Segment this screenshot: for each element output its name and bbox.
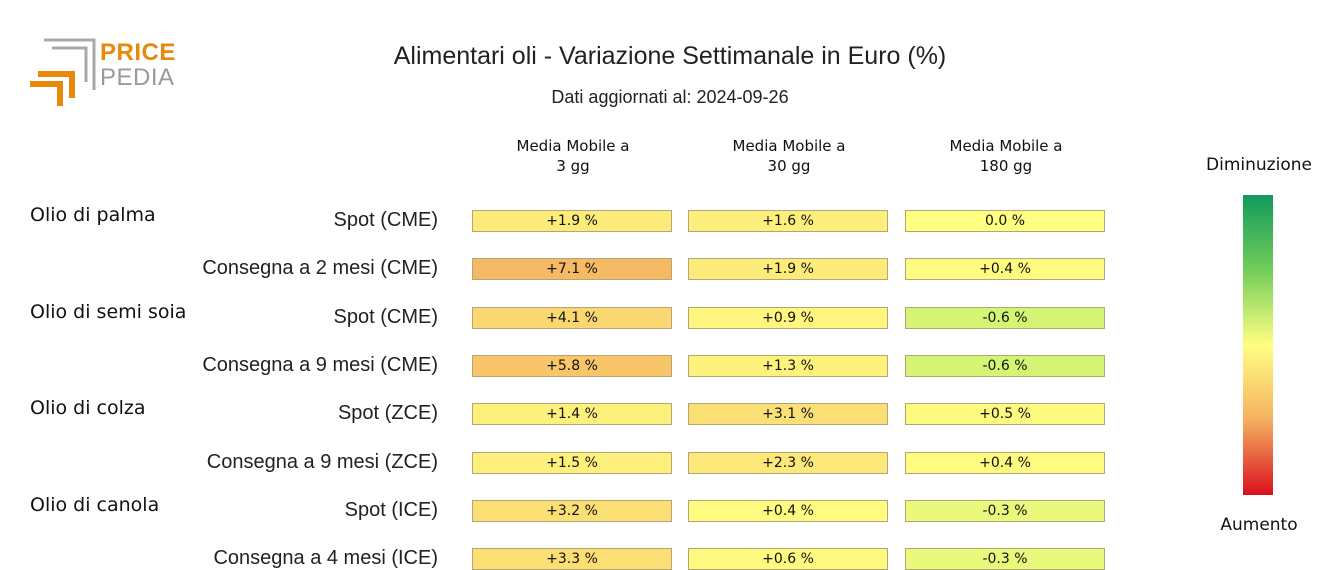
heatmap-cell: -0.3 % <box>905 499 1105 522</box>
heatmap-cell: +0.4 % <box>688 499 888 522</box>
heatmap-cell: +1.4 % <box>472 403 672 426</box>
logo-mark-icon <box>30 38 96 106</box>
legend-bottom-label: Aumento <box>1220 515 1298 535</box>
heatmap-cell: +3.1 % <box>688 403 888 426</box>
group-label: Olio di canola <box>30 493 160 516</box>
group-label: Olio di semi soia <box>30 300 187 323</box>
group-label: Olio di colza <box>30 397 146 420</box>
heatmap-cell: +1.5 % <box>472 451 672 474</box>
chart-subtitle: Dati aggiornati al: 2024-09-26 <box>551 87 789 107</box>
column-header: Media Mobile a 30 gg <box>732 137 846 175</box>
heatmap-cell: -0.6 % <box>905 354 1105 377</box>
heatmap-cell: +1.3 % <box>688 354 888 377</box>
heatmap-cell: +2.3 % <box>688 451 888 474</box>
row-label: Consegna a 9 mesi (ZCE) <box>206 450 438 473</box>
row-label: Spot (CME) <box>333 209 438 231</box>
heatmap-cell: +0.9 % <box>688 306 888 329</box>
row-label: Spot (ICE) <box>344 498 438 521</box>
heatmap-cell: +1.9 % <box>688 258 888 281</box>
heatmap-cell: +0.5 % <box>905 403 1105 426</box>
heatmap-cell: +0.4 % <box>905 258 1105 281</box>
row-label: Consegna a 4 mesi (ICE) <box>213 547 438 570</box>
column-header: Media Mobile a 180 gg <box>949 137 1063 175</box>
row-label: Spot (CME) <box>333 305 438 328</box>
heatmap-cell: +0.4 % <box>905 451 1105 474</box>
heatmap-cell: +7.1 % <box>472 258 672 281</box>
heatmap-cell: +3.2 % <box>472 499 672 522</box>
column-header: Media Mobile a 3 gg <box>516 137 630 175</box>
pricepedia-logo: PRICE PEDIA <box>28 36 188 112</box>
chart-title: Alimentari oli - Variazione Settimanale … <box>393 42 947 70</box>
color-scale-bar <box>1243 195 1273 495</box>
heatmap-cell: +1.6 % <box>688 210 888 232</box>
heatmap-cell: 0.0 % <box>905 210 1105 232</box>
logo-word-price: PRICE <box>100 39 176 66</box>
row-label: Consegna a 9 mesi (CME) <box>202 353 438 376</box>
row-label: Spot (ZCE) <box>337 402 438 425</box>
heatmap-cell: +5.8 % <box>472 354 672 377</box>
group-label: Olio di palma <box>30 204 156 226</box>
legend-top-label: Diminuzione <box>1206 155 1312 175</box>
heatmap-cell: -0.3 % <box>905 548 1105 570</box>
heatmap-cell: +4.1 % <box>472 306 672 329</box>
heatmap-cell: +0.6 % <box>688 548 888 570</box>
heatmap-cell: +1.9 % <box>472 210 672 232</box>
heatmap-cell: +3.3 % <box>472 548 672 570</box>
logo-word-pedia: PEDIA <box>100 64 175 91</box>
row-label: Consegna a 2 mesi (CME) <box>202 257 438 280</box>
heatmap-cell: -0.6 % <box>905 306 1105 329</box>
